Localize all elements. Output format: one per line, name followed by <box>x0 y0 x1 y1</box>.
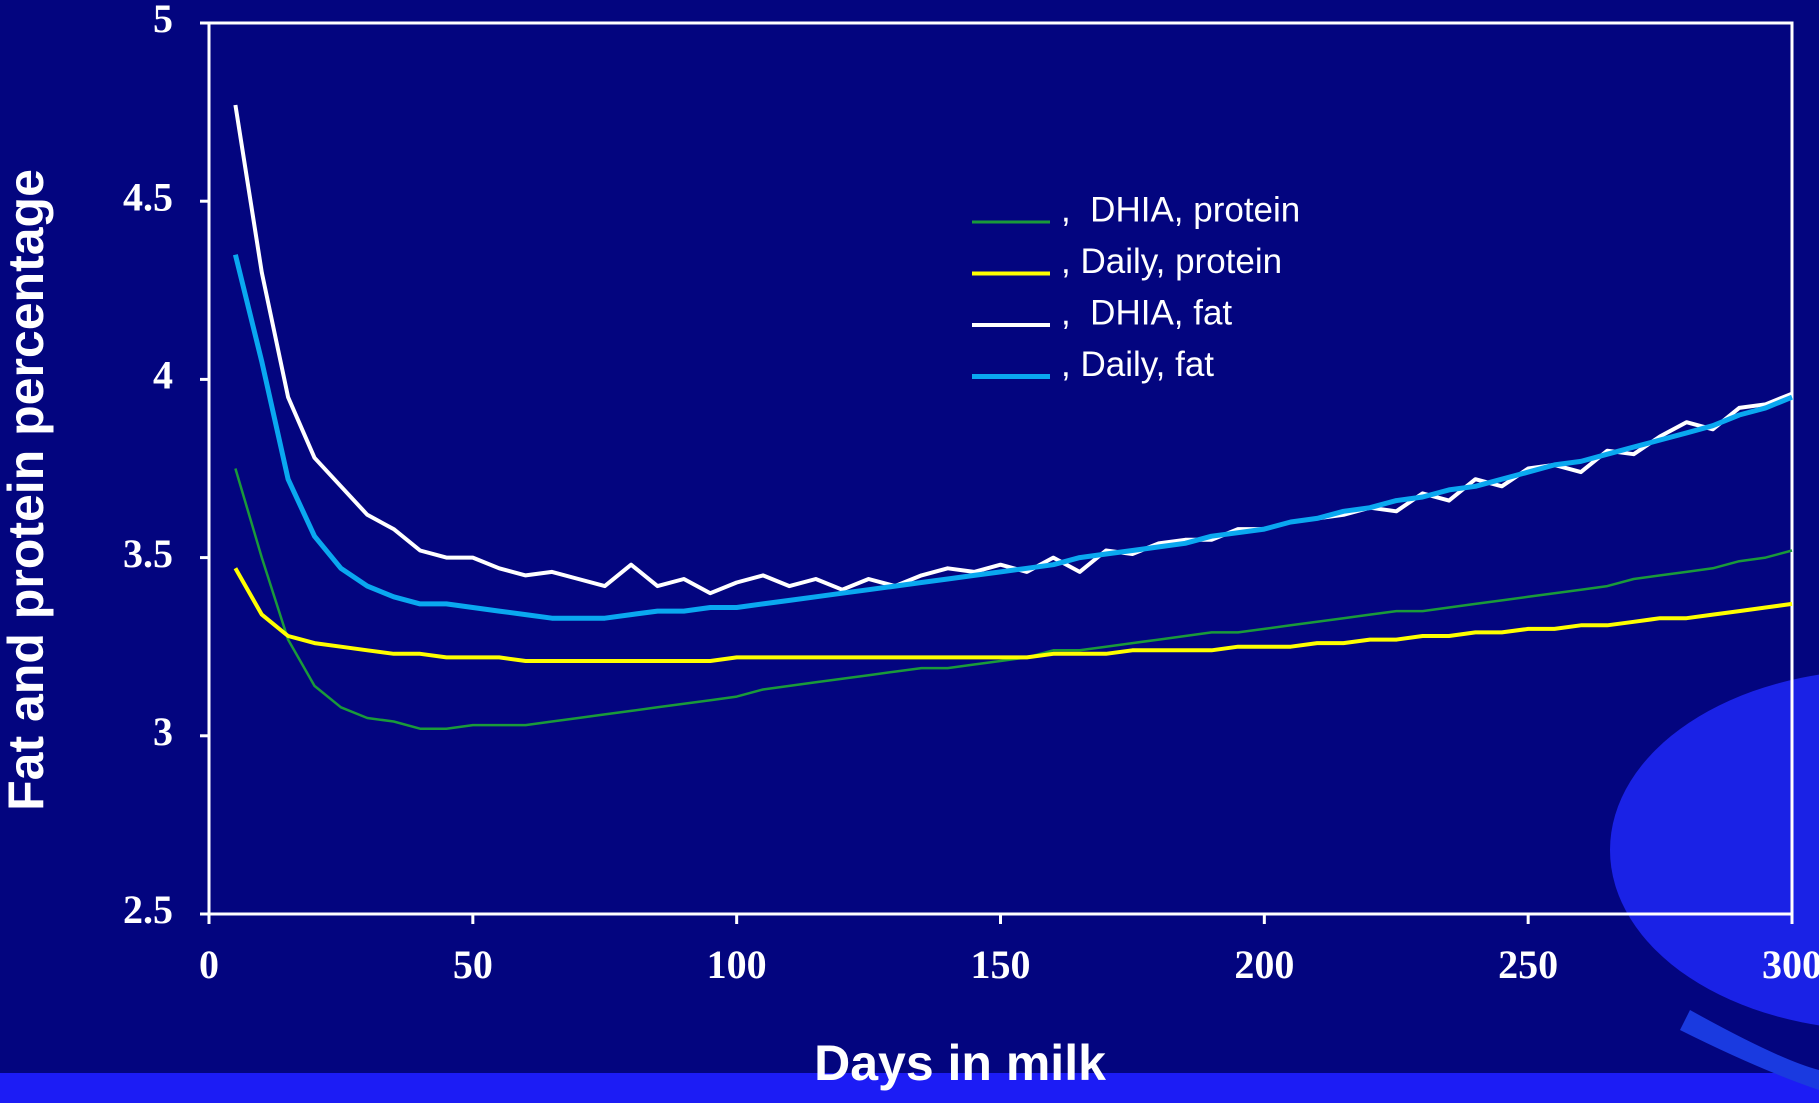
legend-label: , Daily, fat <box>1061 345 1214 384</box>
data-line <box>232 254 1793 621</box>
x-tick-label: 250 <box>1498 942 1558 987</box>
y-tick-label: 4 <box>153 353 173 398</box>
x-tick-label: 50 <box>453 942 493 987</box>
legend-label: , DHIA, fat <box>1061 293 1232 332</box>
y-tick-label: 2.5 <box>123 887 173 932</box>
y-tick-label: 3 <box>153 709 173 754</box>
y-tick-label: 3.5 <box>123 531 173 576</box>
x-tick-label: 200 <box>1234 942 1294 987</box>
x-tick-label: 100 <box>707 942 767 987</box>
x-tick-label: 0 <box>199 942 219 987</box>
bottom-strip <box>0 1073 1819 1103</box>
decoration-swoosh <box>1680 1010 1819 1090</box>
y-axis-title: Fat and protein percentage <box>0 169 54 811</box>
y-tick-label: 5 <box>153 0 173 41</box>
x-tick-label: 300 <box>1762 942 1819 987</box>
legend-label: , Daily, protein <box>1061 242 1282 281</box>
x-tick-label: 150 <box>971 942 1031 987</box>
decoration <box>1610 674 1819 1026</box>
y-tick-label: 4.5 <box>123 174 173 219</box>
data-line <box>233 567 1793 663</box>
legend-label: , DHIA, protein <box>1061 190 1300 229</box>
x-axis-title: Days in milk <box>814 1035 1106 1091</box>
